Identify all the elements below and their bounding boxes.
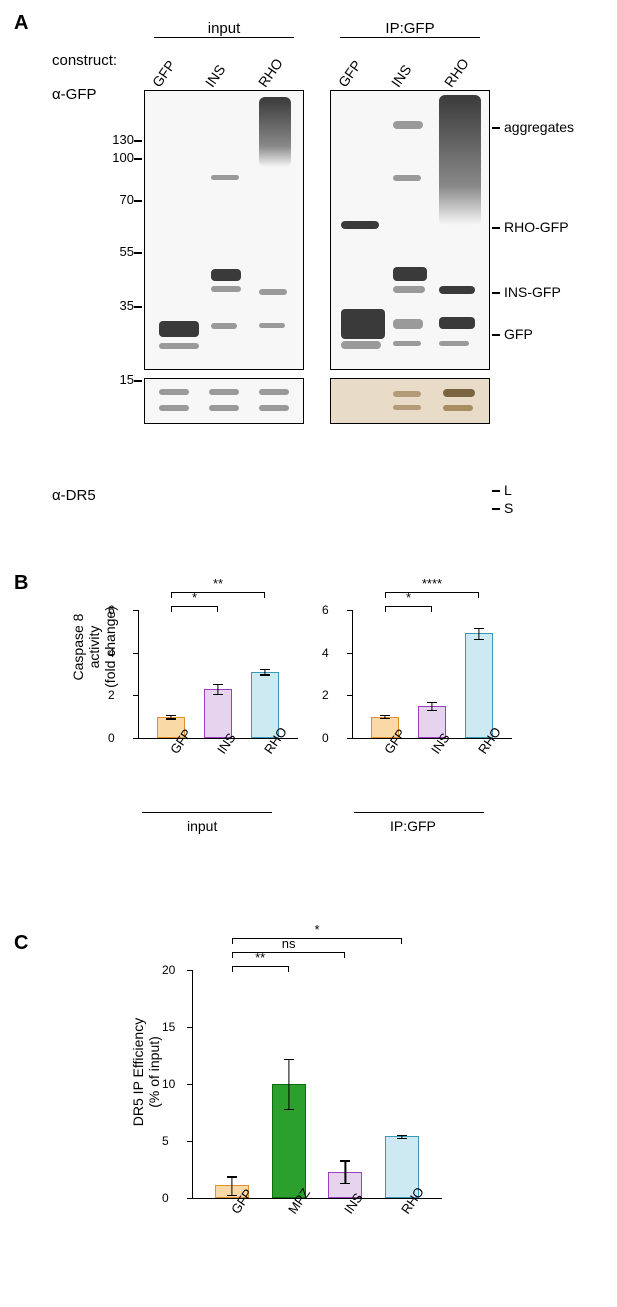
- ip-blot-dr5: [330, 378, 490, 424]
- rl-ins-gfp: INS-GFP: [504, 284, 561, 300]
- mw-70: 70: [94, 192, 134, 207]
- rl-gfp: GFP: [504, 326, 533, 342]
- b-group-ip: IP:GFP: [390, 818, 436, 834]
- lane-gfp-ip: GFP: [335, 66, 358, 90]
- mw-100: 100: [94, 150, 134, 165]
- lane-rho: RHO: [255, 66, 278, 90]
- lane-gfp: GFP: [149, 66, 172, 90]
- lane-ins: INS: [202, 66, 225, 90]
- c-ylabel: DR5 IP Efficiency (% of input): [130, 972, 162, 1172]
- panel-letter-c: C: [14, 932, 28, 955]
- input-blot-gfp: [144, 90, 304, 370]
- rl-aggregates: aggregates: [504, 119, 574, 135]
- bar-RHO: [465, 633, 493, 738]
- chart-b-input: 0246GFPINSRHO***: [108, 582, 298, 762]
- rl-S: S: [504, 500, 513, 516]
- panel-letter-b: B: [14, 572, 28, 595]
- chart-c: 05101520GFPMPZINSRHO**ns*: [162, 942, 442, 1222]
- mw-130: 130: [94, 132, 134, 147]
- input-col: input GFP INS RHO: [144, 20, 304, 424]
- input-header: input: [154, 20, 294, 38]
- panel-a: construct: α-GFP α-DR5 130 100 70 55 35 …: [12, 12, 605, 572]
- construct-label: construct:: [52, 52, 117, 69]
- sig-****: ****: [385, 576, 479, 591]
- b-ylabel: Caspase 8 activity (fold change): [70, 582, 118, 712]
- dr5-ab-label: α-DR5: [52, 487, 96, 504]
- lane-ins-ip: INS: [388, 66, 411, 90]
- rl-L: L: [504, 482, 512, 498]
- sig-*: *: [232, 922, 402, 937]
- ip-col: IP:GFP GFP INS RHO: [330, 20, 490, 424]
- mw-15: 15: [94, 372, 134, 387]
- rl-rho-gfp: RHO-GFP: [504, 219, 569, 235]
- mw-55: 55: [94, 244, 134, 259]
- b-group-input: input: [187, 818, 217, 834]
- gfp-ab-label: α-GFP: [52, 86, 97, 103]
- sig-**: **: [171, 576, 265, 591]
- ip-blot-gfp: [330, 90, 490, 370]
- ip-header: IP:GFP: [340, 20, 480, 38]
- mw-35: 35: [94, 298, 134, 313]
- lane-rho-ip: RHO: [441, 66, 464, 90]
- chart-b-ip: 0246GFPINSRHO*****: [322, 582, 512, 762]
- input-blot-dr5: [144, 378, 304, 424]
